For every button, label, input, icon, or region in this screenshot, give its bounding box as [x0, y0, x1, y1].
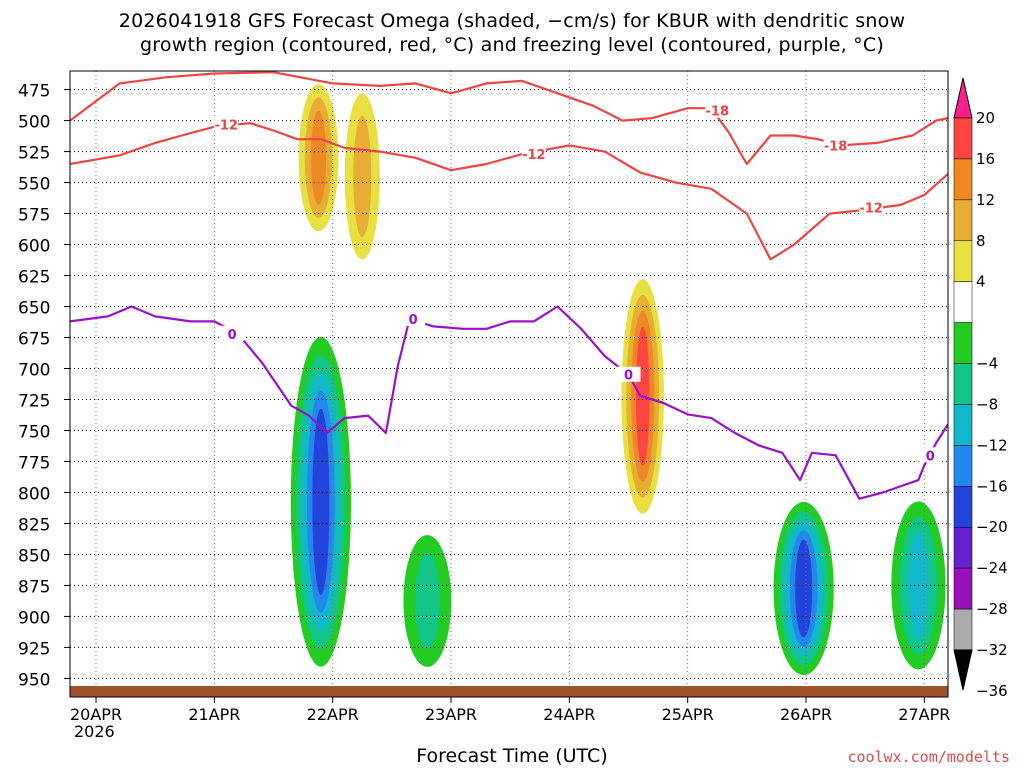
colorbar-segment-6: [953, 322, 973, 364]
colorbar-label-7: −12: [976, 436, 1008, 454]
x-tick-label-24APR: 24APR: [543, 705, 595, 724]
terrain-ground: [70, 686, 948, 697]
dgz-cold-label-1-bg: [705, 102, 730, 118]
plot-frame: [69, 70, 949, 698]
colorbar-segment-8: [953, 404, 973, 446]
fz-label-1-bg: [220, 325, 245, 341]
y-tick-label-825: 825: [18, 515, 50, 535]
x-tick-label-20APR: 20APR: [70, 705, 122, 724]
credit-text: coolwx.com/modelts: [847, 748, 1010, 766]
dgz-label-2: -12: [522, 148, 546, 163]
y-tick-label-475: 475: [18, 82, 50, 102]
colorbar-segment-7: [953, 363, 973, 405]
colorbar-segment-2: [953, 158, 973, 201]
y-tick-label-875: 875: [18, 577, 50, 597]
dgz-label-3: -12: [859, 201, 883, 216]
colorbar-segment-13: [953, 608, 973, 651]
colorbar-label-12: −32: [976, 641, 1008, 659]
colorbar-label-4: 4: [976, 273, 986, 291]
colorbar-top-arrow: [953, 77, 973, 119]
y-axis: 475 500 525 550 575 600 625 650 675 700 725 750 775 8…: [18, 82, 70, 690]
y-tick-label-575: 575: [18, 206, 50, 226]
x-tick-label-25APR: 25APR: [662, 705, 714, 724]
grid-lines: [70, 71, 948, 697]
dgz-label-2-bg: [521, 146, 546, 162]
colorbar: 20 16 12 8 4 −4 −8 −12 −16 −20 −24 −28 −32 −36: [953, 77, 1008, 700]
fz-label-1: 0: [228, 328, 237, 343]
colorbar-label-2: 12: [976, 191, 995, 209]
colorbar-segment-4: [953, 240, 973, 282]
colorbar-label-6: −8: [976, 395, 998, 413]
colorbar-segment-11: [953, 526, 973, 569]
y-tick-label-950: 950: [18, 670, 50, 690]
colorbar-label-8: −16: [976, 477, 1008, 495]
y-tick-label-600: 600: [18, 237, 50, 257]
fz-label-3-bg: [616, 366, 641, 382]
contours: -12 -12 -12 -18 -18 0 0 0 0: [70, 71, 948, 500]
x-tick-label-23APR: 23APR: [425, 705, 477, 724]
y-tick-label-650: 650: [18, 299, 50, 319]
y-tick-label-750: 750: [18, 422, 50, 442]
y-tick-label-900: 900: [18, 608, 50, 628]
colorbar-segment-3: [953, 199, 973, 242]
x-tick-label-27APR: 27APR: [898, 705, 950, 724]
y-tick-label-775: 775: [18, 453, 50, 473]
fz-label-4: 0: [926, 449, 935, 464]
omega-cell-0-2: [310, 110, 327, 205]
colorbar-segment-10: [953, 486, 973, 528]
fz-label-3: 0: [624, 369, 633, 384]
chart-title-line-1: 2026041918 GFS Forecast Omega (shaded, −…: [118, 10, 906, 32]
x-tick-label-26APR: 26APR: [780, 705, 832, 724]
colorbar-label-0: 20: [976, 109, 995, 127]
colorbar-label-3: 8: [976, 232, 986, 250]
dgz-cold-label-1: -18: [706, 105, 730, 120]
x-axis-title: Forecast Time (UTC): [416, 745, 608, 767]
omega-cell-1-1: [353, 115, 372, 238]
omega-cell-4-1: [415, 552, 440, 650]
colorbar-label-5: −4: [976, 355, 998, 373]
x-axis: 20APR 21APR 22APR 23APR 24APR 25APR 26APR 27APR: [70, 697, 950, 724]
y-tick-label-550: 550: [18, 175, 50, 195]
fz-label-4-bg: [918, 447, 943, 463]
colorbar-label-1: 16: [976, 150, 995, 168]
dgz-cold-label-2-bg: [823, 137, 848, 153]
y-tick-label-675: 675: [18, 330, 50, 350]
y-tick-label-925: 925: [18, 639, 50, 659]
freezing-level-contour: [70, 305, 948, 500]
y-tick-label-800: 800: [18, 484, 50, 504]
x-tick-label-22APR: 22APR: [307, 705, 359, 724]
colorbar-segment-12: [953, 567, 973, 610]
colorbar-label-10: −24: [976, 559, 1008, 577]
dgz-label-1-bg: [214, 116, 239, 132]
y-tick-label-850: 850: [18, 546, 50, 566]
colorbar-label-9: −20: [976, 518, 1008, 536]
chart-title-line-2: growth region (contoured, red, °C) and f…: [140, 34, 884, 56]
y-tick-label-625: 625: [18, 268, 50, 288]
y-tick-label-525: 525: [18, 144, 50, 164]
omega-cell-3-4: [312, 408, 330, 595]
colorbar-segment-5: [953, 281, 973, 323]
y-tick-label-500: 500: [18, 113, 50, 133]
y-tick-label-725: 725: [18, 391, 50, 411]
y-tick-label-700: 700: [18, 361, 50, 381]
colorbar-segment-9: [953, 445, 973, 487]
x-tick-label-21APR: 21APR: [188, 705, 240, 724]
dgz-label-1: -12: [214, 118, 238, 133]
omega-cell-5-4: [795, 539, 813, 638]
fz-label-2: 0: [409, 313, 418, 328]
dgz-cold-label-2: -18: [824, 139, 848, 154]
x-axis-year-label: 2026: [74, 722, 115, 741]
dgz-label-3-bg: [859, 199, 884, 215]
colorbar-label-11: −28: [976, 600, 1008, 618]
fz-label-2-bg: [401, 310, 426, 326]
colorbar-bottom-arrow: [953, 649, 973, 691]
colorbar-segment-1: [953, 117, 973, 160]
omega-shading: [290, 84, 946, 676]
colorbar-label-13: −36: [976, 682, 1008, 700]
